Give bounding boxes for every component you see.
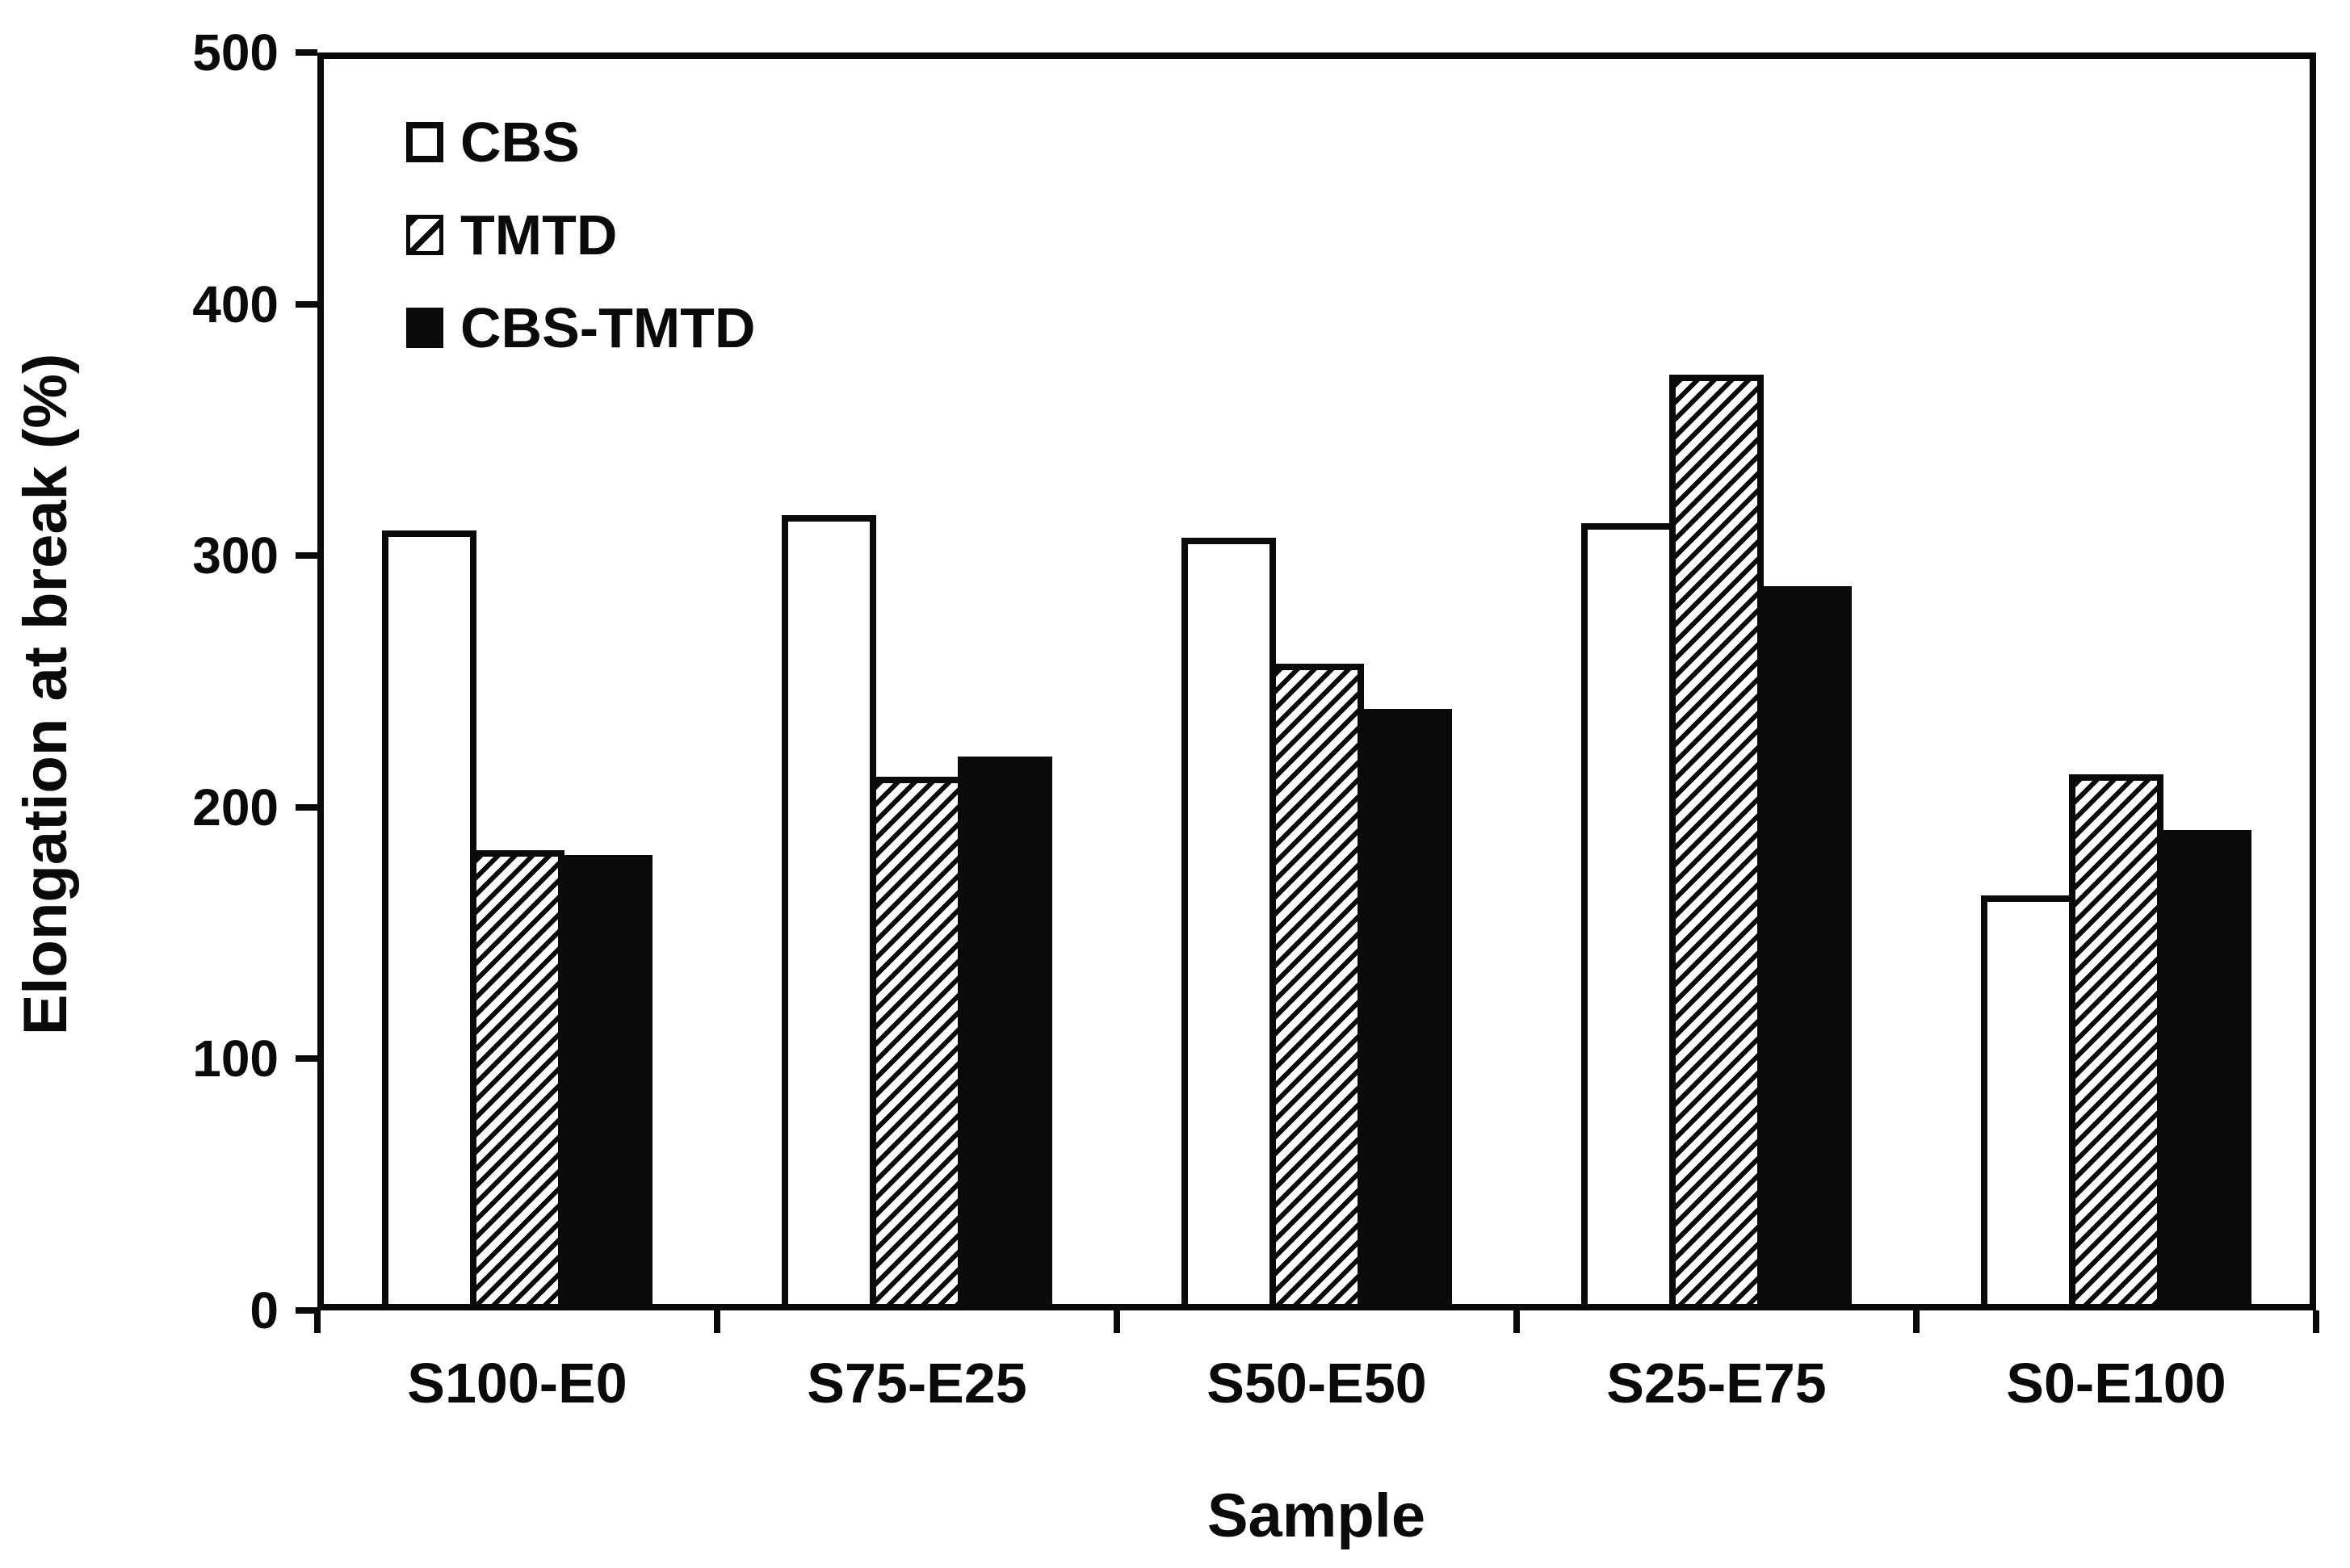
- y-axis-tick-label: 100: [192, 1029, 279, 1088]
- bar-tmtd-s100-e0: [470, 850, 564, 1310]
- bar-cbs-tmtd-s50-e50: [1358, 709, 1452, 1310]
- bar-cbs-s100-e0: [382, 530, 476, 1310]
- y-axis-tick-label: 400: [192, 275, 279, 333]
- bar-cbs-s50-e50: [1181, 538, 1276, 1310]
- y-axis-tick: [296, 1055, 317, 1063]
- x-axis-category-label: S0-E100: [2006, 1352, 2226, 1415]
- y-axis-tick-label: 300: [192, 526, 279, 585]
- x-axis-category-label: S75-E25: [807, 1352, 1027, 1415]
- y-axis-tick: [296, 1307, 317, 1314]
- bar-cbs-s25-e75: [1581, 523, 1676, 1310]
- bar-cbs-tmtd-s0-e100: [2157, 830, 2251, 1310]
- x-axis-tick: [2313, 1310, 2319, 1333]
- bar-cbs-s75-e25: [782, 515, 876, 1310]
- bar-cbs-tmtd-s100-e0: [558, 855, 653, 1310]
- bar-cbs-s0-e100: [1981, 895, 2075, 1310]
- bar-tmtd-s0-e100: [2069, 774, 2163, 1310]
- y-axis-tick: [296, 49, 317, 56]
- legend-swatch-cbs: [406, 122, 443, 162]
- legend-label-tmtd: TMTD: [460, 203, 618, 266]
- y-axis-tick: [296, 300, 317, 308]
- x-axis-tick: [314, 1310, 321, 1333]
- x-axis-category-label: S50-E50: [1206, 1352, 1427, 1415]
- x-axis-category-label: S100-E0: [407, 1352, 627, 1415]
- y-axis-tick-label: 0: [250, 1281, 279, 1340]
- x-axis-tick: [714, 1310, 720, 1333]
- x-axis-title: Sample: [1206, 1482, 1426, 1550]
- x-axis-tick: [1513, 1310, 1520, 1333]
- y-axis-title: Elongation at break (%): [11, 353, 80, 1036]
- bar-tmtd-s25-e75: [1669, 375, 1764, 1310]
- y-axis-tick-label: 200: [192, 778, 279, 836]
- x-axis-tick: [1913, 1310, 1920, 1333]
- plot-area: [317, 52, 2316, 1310]
- legend-label-cbs: CBS: [460, 111, 580, 174]
- y-axis-tick: [296, 803, 317, 811]
- bar-cbs-tmtd-s75-e25: [958, 757, 1052, 1310]
- bar-cbs-tmtd-s25-e75: [1757, 586, 1852, 1310]
- bar-tmtd-s75-e25: [870, 777, 964, 1310]
- y-axis-tick-label: 500: [192, 23, 279, 82]
- bar-tmtd-s50-e50: [1269, 664, 1364, 1310]
- legend-swatch-cbs-tmtd: [406, 308, 443, 348]
- x-axis-tick: [1114, 1310, 1120, 1333]
- legend-swatch-tmtd: [406, 215, 443, 255]
- y-axis-tick: [296, 552, 317, 560]
- legend-label-cbs-tmtd: CBS-TMTD: [460, 296, 756, 359]
- x-axis-category-label: S25-E75: [1606, 1352, 1827, 1415]
